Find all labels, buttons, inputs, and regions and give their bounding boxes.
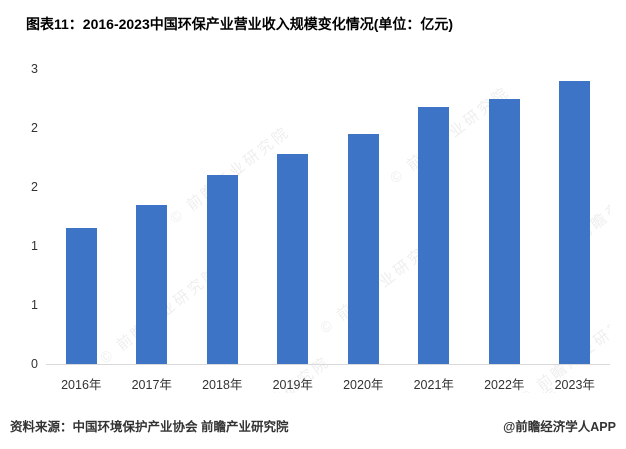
y-axis-tick-label: 0 (31, 357, 38, 371)
chart-footer: 资料来源：中国环境保护产业协会 前瞻产业研究院 @前瞻经济学人APP (0, 416, 626, 435)
x-axis-label: 2021年 (413, 378, 454, 392)
bar-column (117, 44, 188, 364)
y-axis-tick-label: 2 (31, 180, 38, 194)
bar-column (187, 44, 258, 364)
source-note: 资料来源：中国环境保护产业协会 前瞻产业研究院 (10, 420, 289, 434)
chart-bar (277, 153, 309, 364)
x-axis-label: 2023年 (554, 378, 595, 392)
y-axis-tick-label: 3 (31, 62, 38, 76)
bar-column (258, 44, 329, 364)
x-axis-label: 2019年 (272, 378, 313, 392)
chart-bar (136, 204, 168, 364)
chart-bar (418, 106, 450, 364)
bar-column (469, 44, 540, 364)
chart-bar (488, 98, 520, 364)
x-axis-label: 2022年 (484, 378, 525, 392)
x-axis-label: 2017年 (131, 378, 172, 392)
y-axis-tick-label: 1 (31, 298, 38, 312)
chart-bar (347, 133, 379, 364)
x-axis-label: 2016年 (61, 378, 102, 392)
bar-column (46, 44, 117, 364)
brand-note: @前瞻经济学人APP (503, 420, 616, 434)
y-axis-tick-label: 2 (31, 121, 38, 135)
bar-column (328, 44, 399, 364)
bar-column (540, 44, 611, 364)
chart-title: 图表11：2016-2023中国环保产业营业收入规模变化情况(单位：亿元) (26, 16, 454, 32)
chart-bar (559, 80, 591, 364)
x-axis-label: 2018年 (202, 378, 243, 392)
bar-column (399, 44, 470, 364)
x-axis-labels: 2016年 2017年 2018年 2019年 2020年 2021年 2022年 2023年 (46, 365, 610, 393)
y-axis-tick-label: 1 (31, 239, 38, 253)
plot-area: 0 1 1 2 2 3 (31, 44, 611, 371)
chart-bar (206, 175, 238, 364)
chart-area: © 前瞻产业研究院© 前瞻产业研究院© 前瞻产业研究院© 前瞻产业研究院© 前瞻… (31, 44, 611, 393)
chart-bar (65, 228, 97, 364)
x-axis-label: 2020年 (343, 378, 384, 392)
